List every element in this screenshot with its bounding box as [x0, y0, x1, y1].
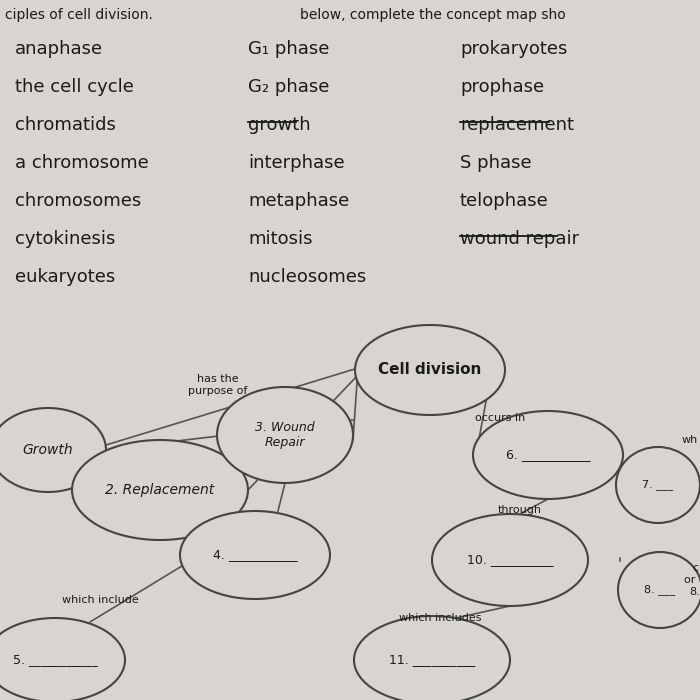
Ellipse shape: [432, 514, 588, 606]
Ellipse shape: [72, 440, 248, 540]
Text: metaphase: metaphase: [248, 192, 349, 210]
Text: eukaryotes: eukaryotes: [15, 268, 116, 286]
Text: G₁ phase: G₁ phase: [248, 40, 330, 58]
Text: 5. ___________: 5. ___________: [13, 654, 97, 666]
Text: Cell division: Cell division: [378, 363, 482, 377]
Text: G₂ phase: G₂ phase: [248, 78, 330, 96]
Text: wh: wh: [682, 435, 698, 445]
Text: nucleosomes: nucleosomes: [248, 268, 366, 286]
Text: 8. ___: 8. ___: [645, 584, 676, 596]
Text: 10. __________: 10. __________: [467, 554, 553, 566]
Text: interphase: interphase: [248, 154, 344, 172]
Ellipse shape: [180, 511, 330, 599]
Text: 3. Wound
Repair: 3. Wound Repair: [256, 421, 315, 449]
Ellipse shape: [0, 618, 125, 700]
Ellipse shape: [217, 387, 353, 483]
Text: 2. Replacement: 2. Replacement: [106, 483, 215, 497]
Ellipse shape: [616, 447, 700, 523]
Text: prophase: prophase: [460, 78, 544, 96]
Text: occurs in: occurs in: [475, 413, 525, 423]
Ellipse shape: [0, 408, 106, 492]
Text: through: through: [498, 505, 542, 515]
Text: Growth: Growth: [22, 443, 74, 457]
Text: wound repair: wound repair: [460, 230, 579, 248]
Text: replacement: replacement: [460, 116, 574, 134]
Text: a chromosome: a chromosome: [15, 154, 148, 172]
Ellipse shape: [618, 552, 700, 628]
Text: c
or n
8.: c or n 8.: [684, 564, 700, 596]
Text: prokaryotes: prokaryotes: [460, 40, 568, 58]
Text: which includes: which includes: [399, 613, 482, 623]
Text: ciples of cell division.: ciples of cell division.: [5, 8, 153, 22]
Text: mitosis: mitosis: [248, 230, 312, 248]
Text: 11. __________: 11. __________: [389, 654, 475, 666]
Text: has the
purpose of: has the purpose of: [188, 374, 248, 395]
Text: 6. ___________: 6. ___________: [505, 449, 590, 461]
Ellipse shape: [473, 411, 623, 499]
Text: which include: which include: [62, 595, 139, 605]
Text: chromosomes: chromosomes: [15, 192, 141, 210]
Text: telophase: telophase: [460, 192, 549, 210]
Text: chromatids: chromatids: [15, 116, 116, 134]
Ellipse shape: [354, 616, 510, 700]
Text: 7. ___: 7. ___: [643, 480, 673, 491]
Text: the cell cycle: the cell cycle: [15, 78, 134, 96]
Text: 4. ___________: 4. ___________: [213, 549, 298, 561]
Text: anaphase: anaphase: [15, 40, 103, 58]
Ellipse shape: [355, 325, 505, 415]
Text: cytokinesis: cytokinesis: [15, 230, 116, 248]
Text: below, complete the concept map sho: below, complete the concept map sho: [300, 8, 566, 22]
Text: S phase: S phase: [460, 154, 531, 172]
Text: growth: growth: [248, 116, 311, 134]
